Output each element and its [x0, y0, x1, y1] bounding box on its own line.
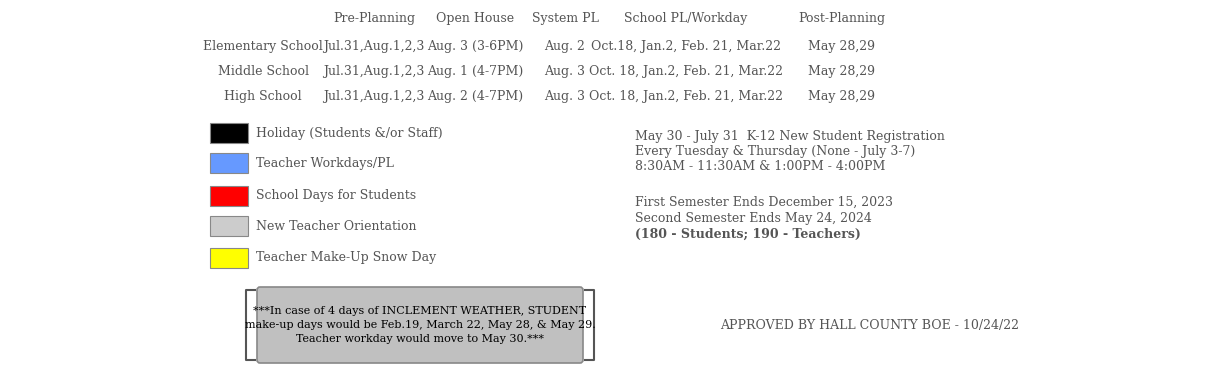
Text: New Teacher Orientation: New Teacher Orientation [256, 220, 416, 233]
Text: 8:30AM - 11:30AM & 1:00PM - 4:00PM: 8:30AM - 11:30AM & 1:00PM - 4:00PM [635, 160, 886, 173]
Text: Teacher Workdays/PL: Teacher Workdays/PL [256, 157, 393, 169]
Text: Jul.31,Aug.1,2,3: Jul.31,Aug.1,2,3 [323, 65, 425, 78]
Text: Elementary School: Elementary School [203, 40, 323, 53]
Text: High School: High School [225, 90, 302, 103]
Bar [210, 153, 247, 173]
Text: School PL/Workday: School PL/Workday [624, 12, 747, 25]
Text: Middle School: Middle School [217, 65, 309, 78]
Text: System PL: System PL [531, 12, 599, 25]
Text: Holiday (Students &/or Staff): Holiday (Students &/or Staff) [256, 127, 443, 139]
Text: May 28,29: May 28,29 [809, 40, 875, 53]
Bar [210, 186, 247, 206]
Text: School Days for Students: School Days for Students [256, 190, 416, 203]
Text: Aug. 3 (3-6PM): Aug. 3 (3-6PM) [427, 40, 523, 53]
FancyBboxPatch shape [257, 287, 583, 363]
Text: Oct.18, Jan.2, Feb. 21, Mar.22: Oct.18, Jan.2, Feb. 21, Mar.22 [591, 40, 781, 53]
Text: First Semester Ends December 15, 2023: First Semester Ends December 15, 2023 [635, 196, 893, 209]
Text: Aug. 3: Aug. 3 [544, 65, 585, 78]
Text: Open House: Open House [436, 12, 514, 25]
Text: Aug. 3: Aug. 3 [544, 90, 585, 103]
Text: Post-Planning: Post-Planning [799, 12, 886, 25]
Text: (180 - Students; 190 - Teachers): (180 - Students; 190 - Teachers) [635, 228, 861, 241]
Text: Teacher Make-Up Snow Day: Teacher Make-Up Snow Day [256, 252, 436, 264]
Text: May 30 - July 31  K-12 New Student Registration: May 30 - July 31 K-12 New Student Regist… [635, 130, 945, 143]
Bar [210, 248, 247, 268]
Text: Aug. 2 (4-7PM): Aug. 2 (4-7PM) [427, 90, 523, 103]
Text: May 28,29: May 28,29 [809, 90, 875, 103]
Text: Aug. 1 (4-7PM): Aug. 1 (4-7PM) [427, 65, 523, 78]
Text: Oct. 18, Jan.2, Feb. 21, Mar.22: Oct. 18, Jan.2, Feb. 21, Mar.22 [589, 90, 783, 103]
Bar [210, 123, 247, 143]
Text: May 28,29: May 28,29 [809, 65, 875, 78]
Bar [210, 216, 247, 236]
Text: Aug. 2: Aug. 2 [544, 40, 585, 53]
Text: Jul.31,Aug.1,2,3: Jul.31,Aug.1,2,3 [323, 40, 425, 53]
Text: APPROVED BY HALL COUNTY BOE - 10/24/22: APPROVED BY HALL COUNTY BOE - 10/24/22 [721, 318, 1020, 331]
Text: Jul.31,Aug.1,2,3: Jul.31,Aug.1,2,3 [323, 90, 425, 103]
Text: Every Tuesday & Thursday (None - July 3-7): Every Tuesday & Thursday (None - July 3-… [635, 145, 915, 158]
Text: Oct. 18, Jan.2, Feb. 21, Mar.22: Oct. 18, Jan.2, Feb. 21, Mar.22 [589, 65, 783, 78]
Text: ***In case of 4 days of INCLEMENT WEATHER, STUDENT
make-up days would be Feb.19,: ***In case of 4 days of INCLEMENT WEATHE… [245, 306, 595, 344]
Text: Pre-Planning: Pre-Planning [333, 12, 415, 25]
Text: Second Semester Ends May 24, 2024: Second Semester Ends May 24, 2024 [635, 212, 871, 225]
